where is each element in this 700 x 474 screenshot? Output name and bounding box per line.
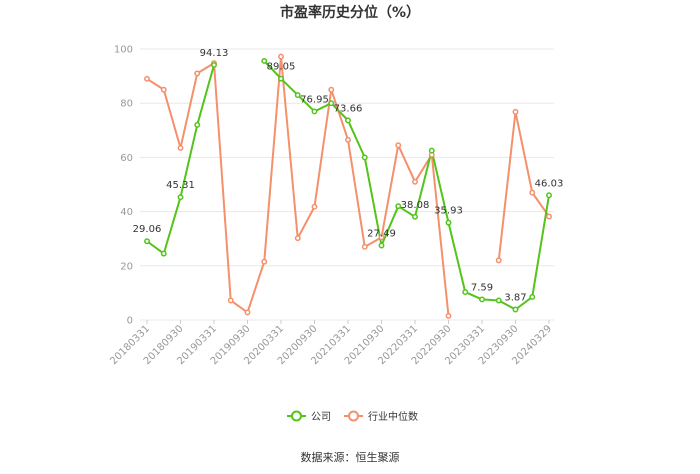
data-point-industry[interactable] <box>227 297 234 304</box>
data-label-company: 29.06 <box>133 224 162 235</box>
data-point-industry[interactable] <box>546 213 552 220</box>
data-labels: 29.06 45.31 94.13 89.05 76.95 73.66 27.49 38.08… <box>133 48 564 304</box>
data-point-company[interactable] <box>211 61 217 68</box>
data-point-company[interactable] <box>144 238 150 245</box>
data-point-industry[interactable] <box>261 258 268 265</box>
data-point-company[interactable] <box>328 100 335 107</box>
data-point-company[interactable] <box>395 203 402 210</box>
data-point-company[interactable] <box>177 194 184 201</box>
legend-label-industry: 行业中位数 <box>368 410 418 423</box>
chart-title: 市盈率历史分位（%） <box>280 4 420 21</box>
data-label-company: 3.87 <box>504 293 526 304</box>
data-label-company: 45.31 <box>166 180 195 191</box>
series-lines <box>146 55 550 317</box>
data-point-company[interactable] <box>462 289 469 296</box>
grid <box>140 48 554 321</box>
data-label-company: 76.95 <box>300 94 329 105</box>
data-point-company[interactable] <box>294 92 301 99</box>
data-label-company: 35.93 <box>434 206 463 217</box>
series-line-company <box>146 60 550 311</box>
y-tick-label: 40 <box>120 207 133 218</box>
y-axis-ticks: 0 20 40 60 80 100 <box>114 45 133 327</box>
data-point-company[interactable] <box>345 117 351 124</box>
data-label-company: 89.05 <box>267 62 296 73</box>
data-point-industry[interactable] <box>395 142 402 149</box>
data-point-company[interactable] <box>445 219 452 226</box>
data-point-company[interactable] <box>428 147 435 154</box>
data-point-industry[interactable] <box>328 86 335 93</box>
series-line-industry <box>146 55 550 317</box>
data-point-industry[interactable] <box>194 70 201 77</box>
data-point-industry[interactable] <box>278 53 284 60</box>
data-point-company[interactable] <box>194 121 201 128</box>
data-point-company[interactable] <box>361 154 368 161</box>
data-label-company: 38.08 <box>401 200 430 211</box>
legend-swatch-company-marker <box>291 410 302 422</box>
data-point-industry[interactable] <box>495 257 502 264</box>
y-tick-label: 80 <box>120 99 133 110</box>
data-point-company[interactable] <box>261 57 268 64</box>
data-label-company: 27.49 <box>367 229 396 240</box>
data-point-industry[interactable] <box>445 312 452 319</box>
data-point-company[interactable] <box>278 75 284 82</box>
data-point-industry[interactable] <box>160 86 167 93</box>
data-point-industry[interactable] <box>311 203 318 210</box>
legend-item-industry[interactable]: 行业中位数 <box>344 410 418 423</box>
data-point-company[interactable] <box>412 213 418 220</box>
data-point-industry[interactable] <box>294 235 301 242</box>
y-tick-label: 100 <box>114 45 133 56</box>
series-points <box>144 53 552 319</box>
data-point-industry[interactable] <box>177 144 184 151</box>
data-point-company[interactable] <box>512 306 519 313</box>
data-label-company: 94.13 <box>200 48 229 59</box>
y-tick-label: 60 <box>120 153 133 164</box>
legend: 公司 行业中位数 <box>287 410 418 423</box>
data-point-industry[interactable] <box>378 234 385 241</box>
data-point-company[interactable] <box>311 108 318 115</box>
data-source: 数据来源：恒生聚源 <box>301 450 400 464</box>
data-point-industry[interactable] <box>412 178 418 185</box>
x-axis-ticks: 2018033120180930201903312019093020200331… <box>108 320 554 367</box>
data-point-industry[interactable] <box>144 75 150 82</box>
data-point-company[interactable] <box>378 242 385 249</box>
legend-item-company[interactable]: 公司 <box>287 410 331 424</box>
y-tick-label: 20 <box>120 261 133 272</box>
data-label-company: 7.59 <box>471 282 493 293</box>
data-point-industry[interactable] <box>244 309 251 316</box>
legend-label-company: 公司 <box>311 412 331 423</box>
data-label-company: 46.03 <box>535 178 564 189</box>
data-point-industry[interactable] <box>345 136 351 143</box>
data-label-company: 73.66 <box>334 103 363 114</box>
data-point-company[interactable] <box>495 297 502 304</box>
legend-swatch-industry-marker <box>348 410 359 422</box>
data-point-industry[interactable] <box>361 243 368 250</box>
data-point-company[interactable] <box>160 250 167 257</box>
data-point-company[interactable] <box>479 296 485 303</box>
data-point-industry[interactable] <box>512 108 519 115</box>
y-tick-label: 0 <box>127 316 133 327</box>
data-point-industry[interactable] <box>529 189 536 196</box>
data-point-company[interactable] <box>546 192 552 199</box>
data-point-company[interactable] <box>529 294 536 300</box>
